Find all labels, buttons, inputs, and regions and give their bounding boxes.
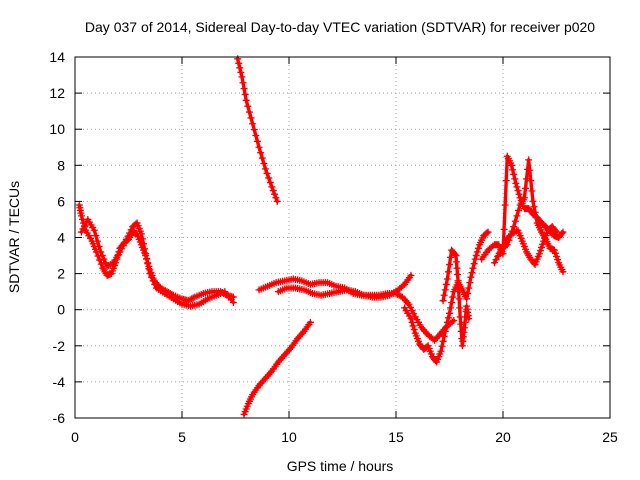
y-tick-label: 2 [57,266,65,282]
y-tick-label: 14 [49,49,65,65]
x-tick-label: 10 [281,429,297,445]
x-tick-label: 25 [602,429,618,445]
x-tick-label: 15 [388,429,404,445]
plus-markers [234,55,281,205]
series-arc-8 [439,246,473,350]
series-arc-7 [401,228,492,366]
series-arc-3 [234,55,281,205]
plus-markers [240,318,314,418]
x-tick-label: 20 [495,429,511,445]
gridlines [75,57,610,418]
plus-markers [401,228,492,366]
chart-title: Day 037 of 2014, Sidereal Day-to-day VTE… [85,19,595,35]
plot-frame [74,56,611,419]
plus-markers [77,215,237,310]
series-arc-6 [274,271,415,301]
y-tick-label: 6 [57,193,65,209]
series-arc-11 [495,223,560,269]
y-tick-label: 0 [57,302,65,318]
y-tick-label: -6 [53,410,66,426]
x-tick-labels: 0 5 10 15 20 25 [71,429,618,445]
y-tick-label: 8 [57,157,65,173]
plus-markers [495,223,560,269]
y-tick-labels: -6 -4 -2 0 2 4 6 8 10 12 14 [49,49,65,426]
x-tick-label: 0 [71,429,79,445]
plus-markers [274,271,415,301]
series-arc-2 [77,215,237,310]
y-tick-label: -2 [53,338,66,354]
y-tick-label: 10 [49,121,65,137]
series-arc-4 [240,318,314,418]
y-tick-label: -4 [53,374,66,390]
data-series [75,55,567,418]
y-tick-label: 4 [57,230,65,246]
x-axis-label: GPS time / hours [287,458,394,474]
y-tick-label: 12 [49,85,65,101]
x-tick-label: 5 [178,429,186,445]
plus-markers [439,246,473,350]
y-axis-label: SDTVAR / TECUs [6,181,22,293]
